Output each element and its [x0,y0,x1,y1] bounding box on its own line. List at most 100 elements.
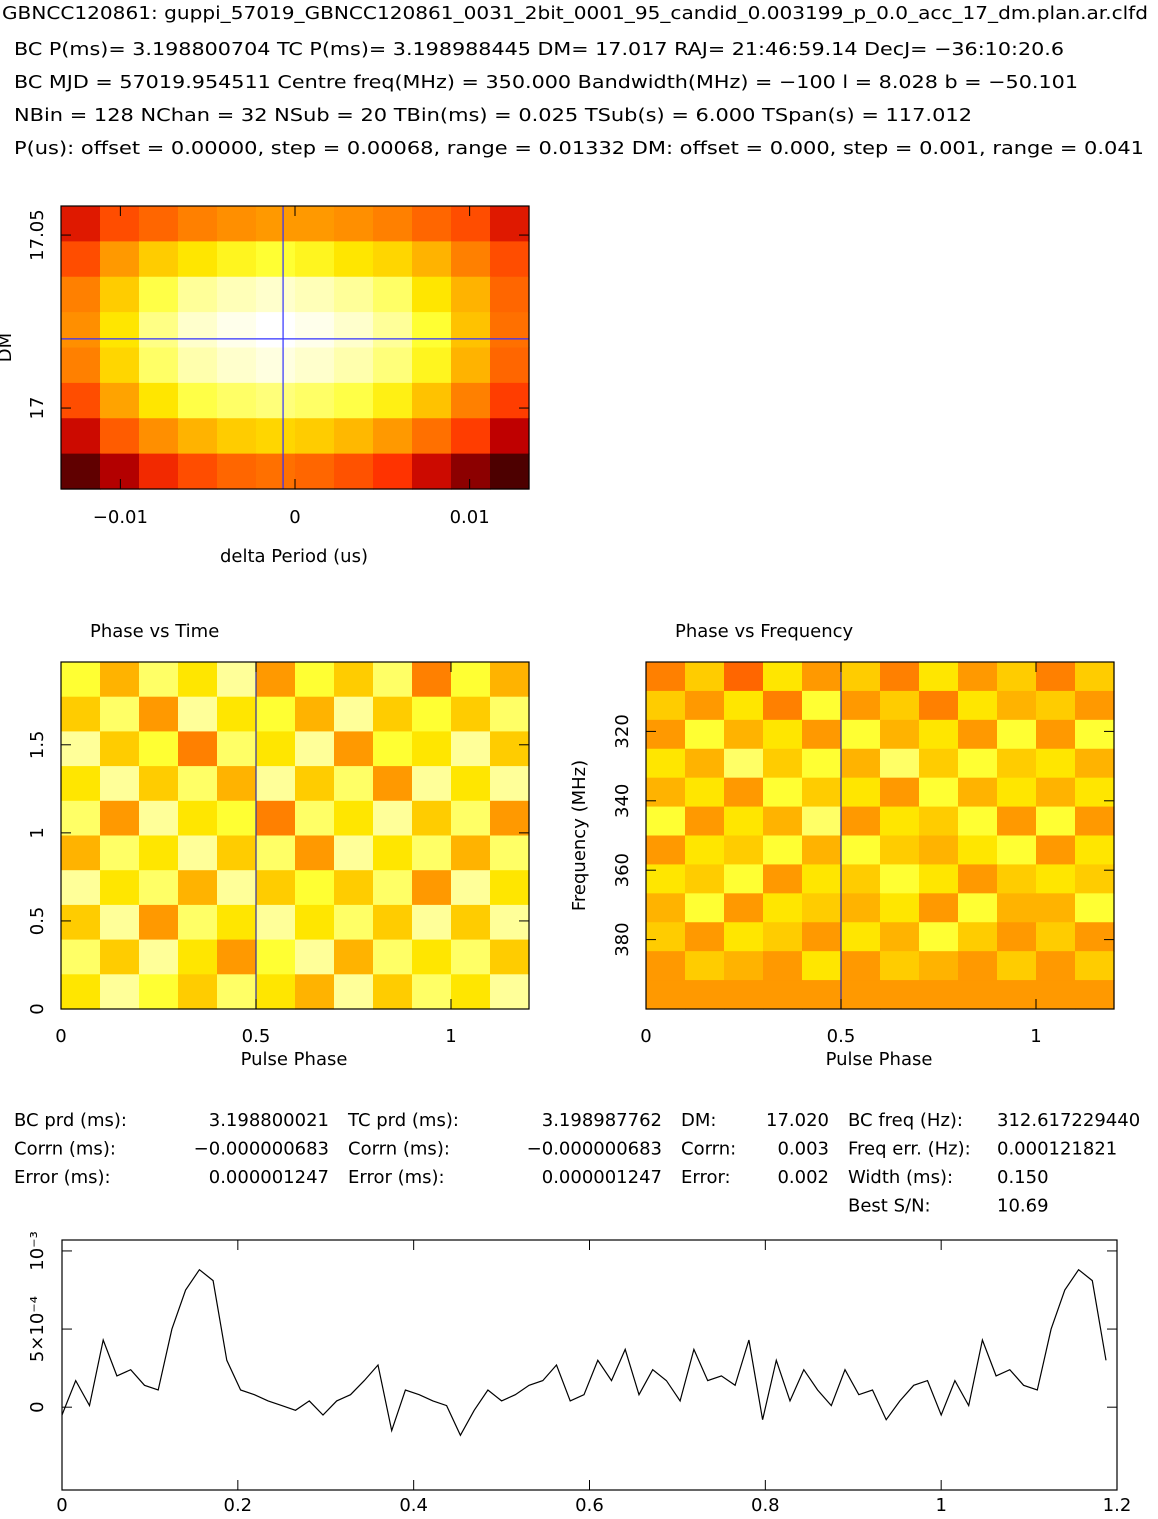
heatmap-cell [373,241,413,278]
heatmap-cell [334,347,374,384]
heatmap-cell [1036,835,1076,866]
heatmap-cell [490,939,530,975]
heatmap-cell [295,731,335,767]
heatmap-cell [1075,748,1115,779]
heatmap-cell [997,893,1037,923]
heatmap-cell [880,864,920,894]
heatmap-cell [880,662,920,692]
heatmap-cell [256,870,296,906]
heatmap-cell [334,418,374,455]
heatmap-cell [295,835,335,871]
param-value: 0.000121821 [997,1139,1117,1160]
heatmap-cell [685,777,725,808]
heatmap-cell [61,696,101,732]
heatmap-cell [100,453,140,490]
heatmap-cell [880,777,920,808]
heatmap-cell [217,696,257,732]
heatmap-cell [802,864,842,894]
heatmap-cell [217,974,257,1010]
param-value: −0.000000683 [527,1139,662,1160]
plot-frame [60,661,530,1010]
heatmap-cell [373,766,413,802]
param-label: DM: [681,1110,716,1131]
heatmap-cell [1075,690,1115,721]
heatmap-cell [958,864,998,894]
heatmap-cell [295,312,335,349]
heatmap-cell [61,870,101,906]
param-value: −0.000000683 [194,1139,329,1160]
param-label: Error (ms): [14,1167,111,1188]
heatmap-cell [139,382,179,419]
heatmap-cell [334,276,374,313]
x-tick-label: 0.5 [827,1026,856,1047]
heatmap-cell [334,904,374,941]
param-label: Best S/N: [848,1196,931,1217]
heatmap-cell [1075,980,1115,1010]
heatmap-cell [1036,690,1076,721]
heatmap-cell [373,870,413,906]
heatmap-cell [412,904,452,941]
heatmap-cell [256,418,296,455]
heatmap-cell [178,870,218,906]
chart-title: Phase vs Time [90,621,219,642]
heatmap-cell [646,835,686,866]
heatmap-cell [412,453,452,490]
heatmap-cell [451,800,491,837]
heatmap-cell [490,835,530,871]
heatmap-cell [958,806,998,837]
heatmap-cell [724,893,764,923]
heatmap-cell [100,347,140,384]
heatmap-cell [61,453,101,490]
x-tick-label: 1 [935,1495,946,1516]
heatmap-cell [841,662,881,692]
heatmap-cell [997,719,1037,750]
heatmap-cell [1075,922,1115,952]
heatmap-cell [61,939,101,975]
heatmap-cell [1036,662,1076,692]
heatmap-cell [217,347,257,384]
heatmap-cell [841,777,881,808]
heatmap-cell [61,206,101,242]
heatmap-cell [724,922,764,952]
heatmap-cell [412,662,452,698]
heatmap-cell [178,696,218,732]
heatmap-cell [100,312,140,349]
param-value: 0.003 [777,1139,829,1160]
heatmap-cell [685,893,725,923]
heatmap-cell [802,922,842,952]
heatmap-cell [412,766,452,802]
heatmap-cell [373,418,413,455]
heatmap-cell [217,382,257,419]
heatmap-cell [724,864,764,894]
x-tick-label: 1.2 [1103,1495,1132,1516]
param-value: 17.020 [766,1110,829,1131]
heatmap-cell [256,276,296,313]
heatmap-cell [451,206,491,242]
heatmap-cell [217,276,257,313]
heatmap-cell [490,347,530,384]
heatmap-cell [841,690,881,721]
heatmap-cell [295,276,335,313]
heatmap-cell [958,835,998,866]
heatmap-cell [61,418,101,455]
heatmap-cell [841,893,881,923]
heatmap-cell [61,382,101,419]
heatmap-cell [100,662,140,698]
heatmap-cell [373,206,413,242]
heatmap-cell [217,870,257,906]
heatmap-cell [100,206,140,242]
param-label: Corrn: [681,1139,736,1160]
heatmap-cell [802,662,842,692]
y-tick-label: 1 [27,827,48,838]
param-value: 0.000001247 [209,1167,329,1188]
heatmap-cell [334,453,374,490]
heatmap-cell [685,719,725,750]
heatmap-cell [412,696,452,732]
heatmap-cell [880,806,920,837]
y-tick-label: 17 [27,397,48,420]
heatmap-cell [763,864,803,894]
heatmap-cell [646,719,686,750]
heatmap-cell [724,951,764,981]
heatmap-cell [100,939,140,975]
heatmap-cell [841,980,881,1010]
